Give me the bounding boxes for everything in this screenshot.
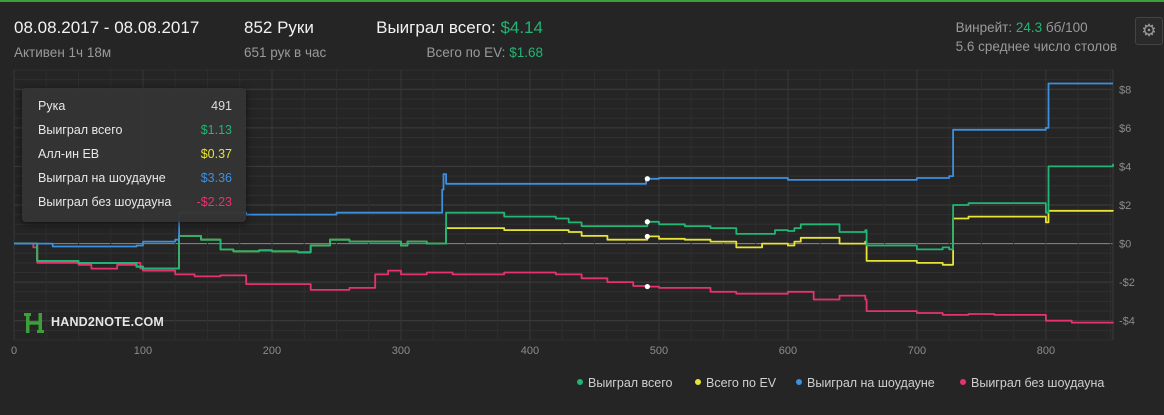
x-tick-label: 0 — [11, 345, 17, 357]
top-accent-bar — [0, 0, 1164, 2]
winrate-block: Винрейт: 24.3 бб/100 5.6 среднее число с… — [956, 18, 1117, 54]
y-tick-label: -$2 — [1119, 277, 1135, 289]
tooltip-label: Выиграл всего — [38, 123, 123, 137]
y-tick-label: -$4 — [1119, 316, 1135, 328]
x-tick-label: 200 — [263, 345, 281, 357]
hands-per-hour: 651 рук в час — [244, 45, 327, 60]
hand-tooltip: Рука 491 Выиграл всего $1.13 Алл-ин EB $… — [22, 88, 246, 222]
logo-text: HAND2NOTE.COM — [51, 315, 165, 329]
won-total-value: $4.14 — [500, 18, 543, 37]
legend-marker — [577, 379, 583, 385]
legend-label: Выиграл всего — [588, 376, 673, 390]
chart-legend: Выиграл всего Всего по EV Выиграл на шоу… — [0, 376, 1164, 392]
won-total-label: Выиграл всего: — [376, 18, 496, 37]
tooltip-row-hand: Рука 491 — [38, 99, 232, 119]
legend-item-non-showdown[interactable]: Выиграл без шоудауна — [960, 376, 1104, 390]
date-block: 08.08.2017 - 08.08.2017 Активен 1ч 18м — [14, 18, 199, 60]
tooltip-value: $3.36 — [200, 171, 232, 185]
legend-item-won-total[interactable]: Выиграл всего — [577, 376, 672, 390]
legend-marker — [695, 379, 701, 385]
avg-tables: 5.6 среднее число столов — [955, 39, 1117, 54]
tooltip-value: $1.13 — [200, 123, 232, 137]
winrate-value: 24.3 — [1015, 20, 1043, 35]
series-line-0 — [14, 163, 1114, 270]
hover-point-3 — [644, 283, 650, 290]
legend-item-showdown[interactable]: Выиграл на шоудауне — [796, 376, 935, 390]
tooltip-label: Выиграл на шоудауне — [38, 171, 166, 185]
settings-button[interactable]: ⚙ — [1135, 17, 1163, 45]
x-tick-label: 800 — [1037, 345, 1055, 357]
legend-label: Выиграл на шоудауне — [807, 376, 935, 390]
tooltip-row-allin-ev: Алл-ин EB $0.37 — [38, 147, 232, 167]
tooltip-label: Алл-ин EB — [38, 147, 100, 161]
won-block: Выиграл всего: $4.14 Всего по EV: $1.68 — [376, 18, 543, 60]
y-tick-label: $0 — [1119, 239, 1131, 251]
active-time: Активен 1ч 18м — [14, 45, 112, 60]
winrate-unit: бб/100 — [1045, 20, 1088, 35]
hover-point-0 — [644, 219, 650, 225]
winrate-label: Винрейт: — [955, 20, 1013, 35]
x-tick-label: 600 — [779, 345, 797, 357]
hands-block: 852 Руки 651 рук в час — [244, 18, 326, 60]
series-line-2 — [14, 82, 1113, 248]
tooltip-value: 491 — [211, 99, 232, 113]
y-tick-label: $6 — [1119, 123, 1131, 135]
legend-marker — [796, 379, 802, 385]
legend-label: Выиграл без шоудауна — [971, 376, 1105, 390]
x-tick-label: 500 — [650, 345, 668, 357]
hover-point-2 — [644, 176, 650, 182]
x-tick-label: 300 — [392, 345, 410, 357]
y-tick-label: $2 — [1119, 200, 1131, 212]
legend-marker — [960, 379, 966, 385]
hands-count: 852 Руки — [244, 18, 314, 37]
y-tick-label: $4 — [1119, 161, 1131, 173]
series-line-3 — [14, 242, 1114, 324]
tooltip-label: Выиграл без шоудауна — [38, 195, 172, 209]
ev-total-label: Всего по EV: — [426, 45, 506, 60]
tooltip-row-showdown: Выиграл на шоудауне $3.36 — [38, 171, 232, 191]
x-tick-label: 100 — [134, 345, 152, 357]
legend-item-ev[interactable]: Всего по EV — [695, 376, 776, 390]
tooltip-label: Рука — [38, 99, 66, 113]
ev-total-value: $1.68 — [509, 45, 543, 60]
legend-label: Всего по EV — [706, 376, 777, 390]
tooltip-row-won-total: Выиграл всего $1.13 — [38, 123, 232, 143]
tooltip-value: -$2.23 — [196, 195, 232, 209]
date-range: 08.08.2017 - 08.08.2017 — [14, 18, 200, 37]
tooltip-row-non-showdown: Выиграл без шоудауна -$2.23 — [38, 195, 232, 215]
gear-icon: ⚙ — [1141, 21, 1157, 40]
hand2note-logo-icon — [24, 313, 44, 333]
x-tick-label: 400 — [521, 345, 539, 357]
hover-point-1 — [644, 233, 650, 240]
tooltip-value: $0.37 — [200, 147, 232, 161]
x-tick-label: 700 — [908, 345, 926, 357]
y-tick-label: $8 — [1119, 84, 1131, 96]
